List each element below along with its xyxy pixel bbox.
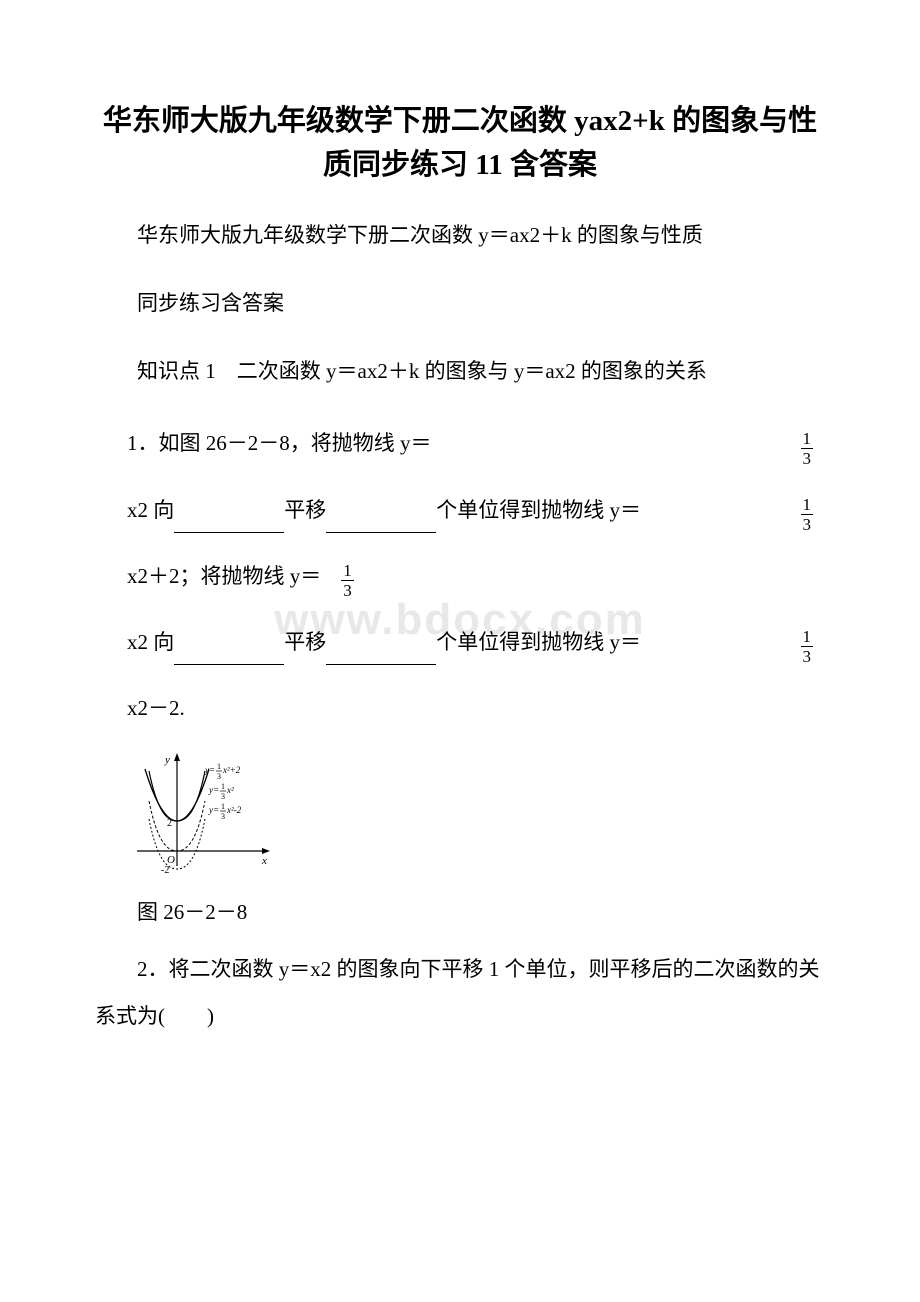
fraction-denominator: 3 <box>801 515 814 533</box>
q1-text-2b: 平移 <box>284 487 326 533</box>
q1-text-4b: 平移 <box>284 619 326 665</box>
fraction-1: 1 3 <box>801 430 824 467</box>
svg-text:3: 3 <box>217 772 221 781</box>
q1-text-2a: x2 向 <box>127 487 174 533</box>
q1-text-1: 1．如图 26－2－8，将抛物线 y＝ <box>127 420 432 466</box>
parabola-graph: y x O 2 -2 y= 1 3 x²+2 y= 1 <box>127 751 282 881</box>
blank-1 <box>174 514 284 533</box>
q1-text-4c: 个单位得到抛物线 y＝ <box>436 619 641 665</box>
svg-text:x²+2: x²+2 <box>222 765 241 775</box>
svg-text:-2: -2 <box>161 865 169 876</box>
svg-text:1: 1 <box>221 782 225 791</box>
question-1-line-1: 1．如图 26－2－8，将抛物线 y＝ 1 3 <box>127 420 825 466</box>
svg-text:y: y <box>164 754 170 766</box>
svg-text:1: 1 <box>221 802 225 811</box>
svg-text:x²: x² <box>226 785 234 795</box>
graph-figure: y x O 2 -2 y= 1 3 x²+2 y= 1 <box>127 751 825 886</box>
fraction-2: 1 3 <box>801 496 824 533</box>
svg-text:3: 3 <box>221 792 225 801</box>
q1-text-2c: 个单位得到抛物线 y＝ <box>436 487 641 533</box>
question-2: 2．将二次函数 y＝x2 的图象向下平移 1 个单位，则平移后的二次函数的关系式… <box>95 946 825 1038</box>
subtitle: 华东师大版九年级数学下册二次函数 y＝ax2＋k 的图象与性质 <box>95 217 825 255</box>
svg-text:x: x <box>261 855 267 867</box>
svg-text:3: 3 <box>221 812 225 821</box>
question-1-line-5: x2－2. <box>127 685 825 731</box>
q1-text-4a: x2 向 <box>127 619 174 665</box>
svg-text:x²-2: x²-2 <box>226 805 242 815</box>
question-1-line-2: x2 向 平移 个单位得到抛物线 y＝ 1 3 <box>127 487 825 533</box>
document-title: 华东师大版九年级数学下册二次函数 yax2+k 的图象与性质同步练习 11 含答… <box>95 100 825 187</box>
svg-text:1: 1 <box>217 762 221 771</box>
svg-text:y=: y= <box>208 805 219 815</box>
fraction-numerator: 1 <box>341 562 354 581</box>
svg-text:y=: y= <box>204 765 215 775</box>
question-1-line-3: x2＋2；将抛物线 y＝ 1 3 <box>127 553 825 599</box>
fraction-denominator: 3 <box>801 449 814 467</box>
page-content: 华东师大版九年级数学下册二次函数 yax2+k 的图象与性质同步练习 11 含答… <box>95 100 825 1039</box>
fraction-numerator: 1 <box>801 628 814 647</box>
blank-3 <box>174 646 284 665</box>
fraction-numerator: 1 <box>801 430 814 449</box>
fraction-3: 1 3 <box>341 562 354 599</box>
svg-text:y=: y= <box>208 785 219 795</box>
q1-text-3: x2＋2；将抛物线 y＝ <box>127 553 321 599</box>
blank-2 <box>326 514 436 533</box>
question-1-line-4: x2 向 平移 个单位得到抛物线 y＝ 1 3 <box>127 619 825 665</box>
fraction-numerator: 1 <box>801 496 814 515</box>
section-answer-label: 同步练习含答案 <box>95 285 825 323</box>
q1-text-5: x2－2. <box>127 685 185 731</box>
fraction-denominator: 3 <box>341 581 354 599</box>
blank-4 <box>326 646 436 665</box>
fraction-4: 1 3 <box>801 628 824 665</box>
figure-label: 图 26－2－8 <box>95 896 825 926</box>
knowledge-point: 知识点 1 二次函数 y＝ax2＋k 的图象与 y＝ax2 的图象的关系 <box>95 353 825 391</box>
fraction-denominator: 3 <box>801 647 814 665</box>
